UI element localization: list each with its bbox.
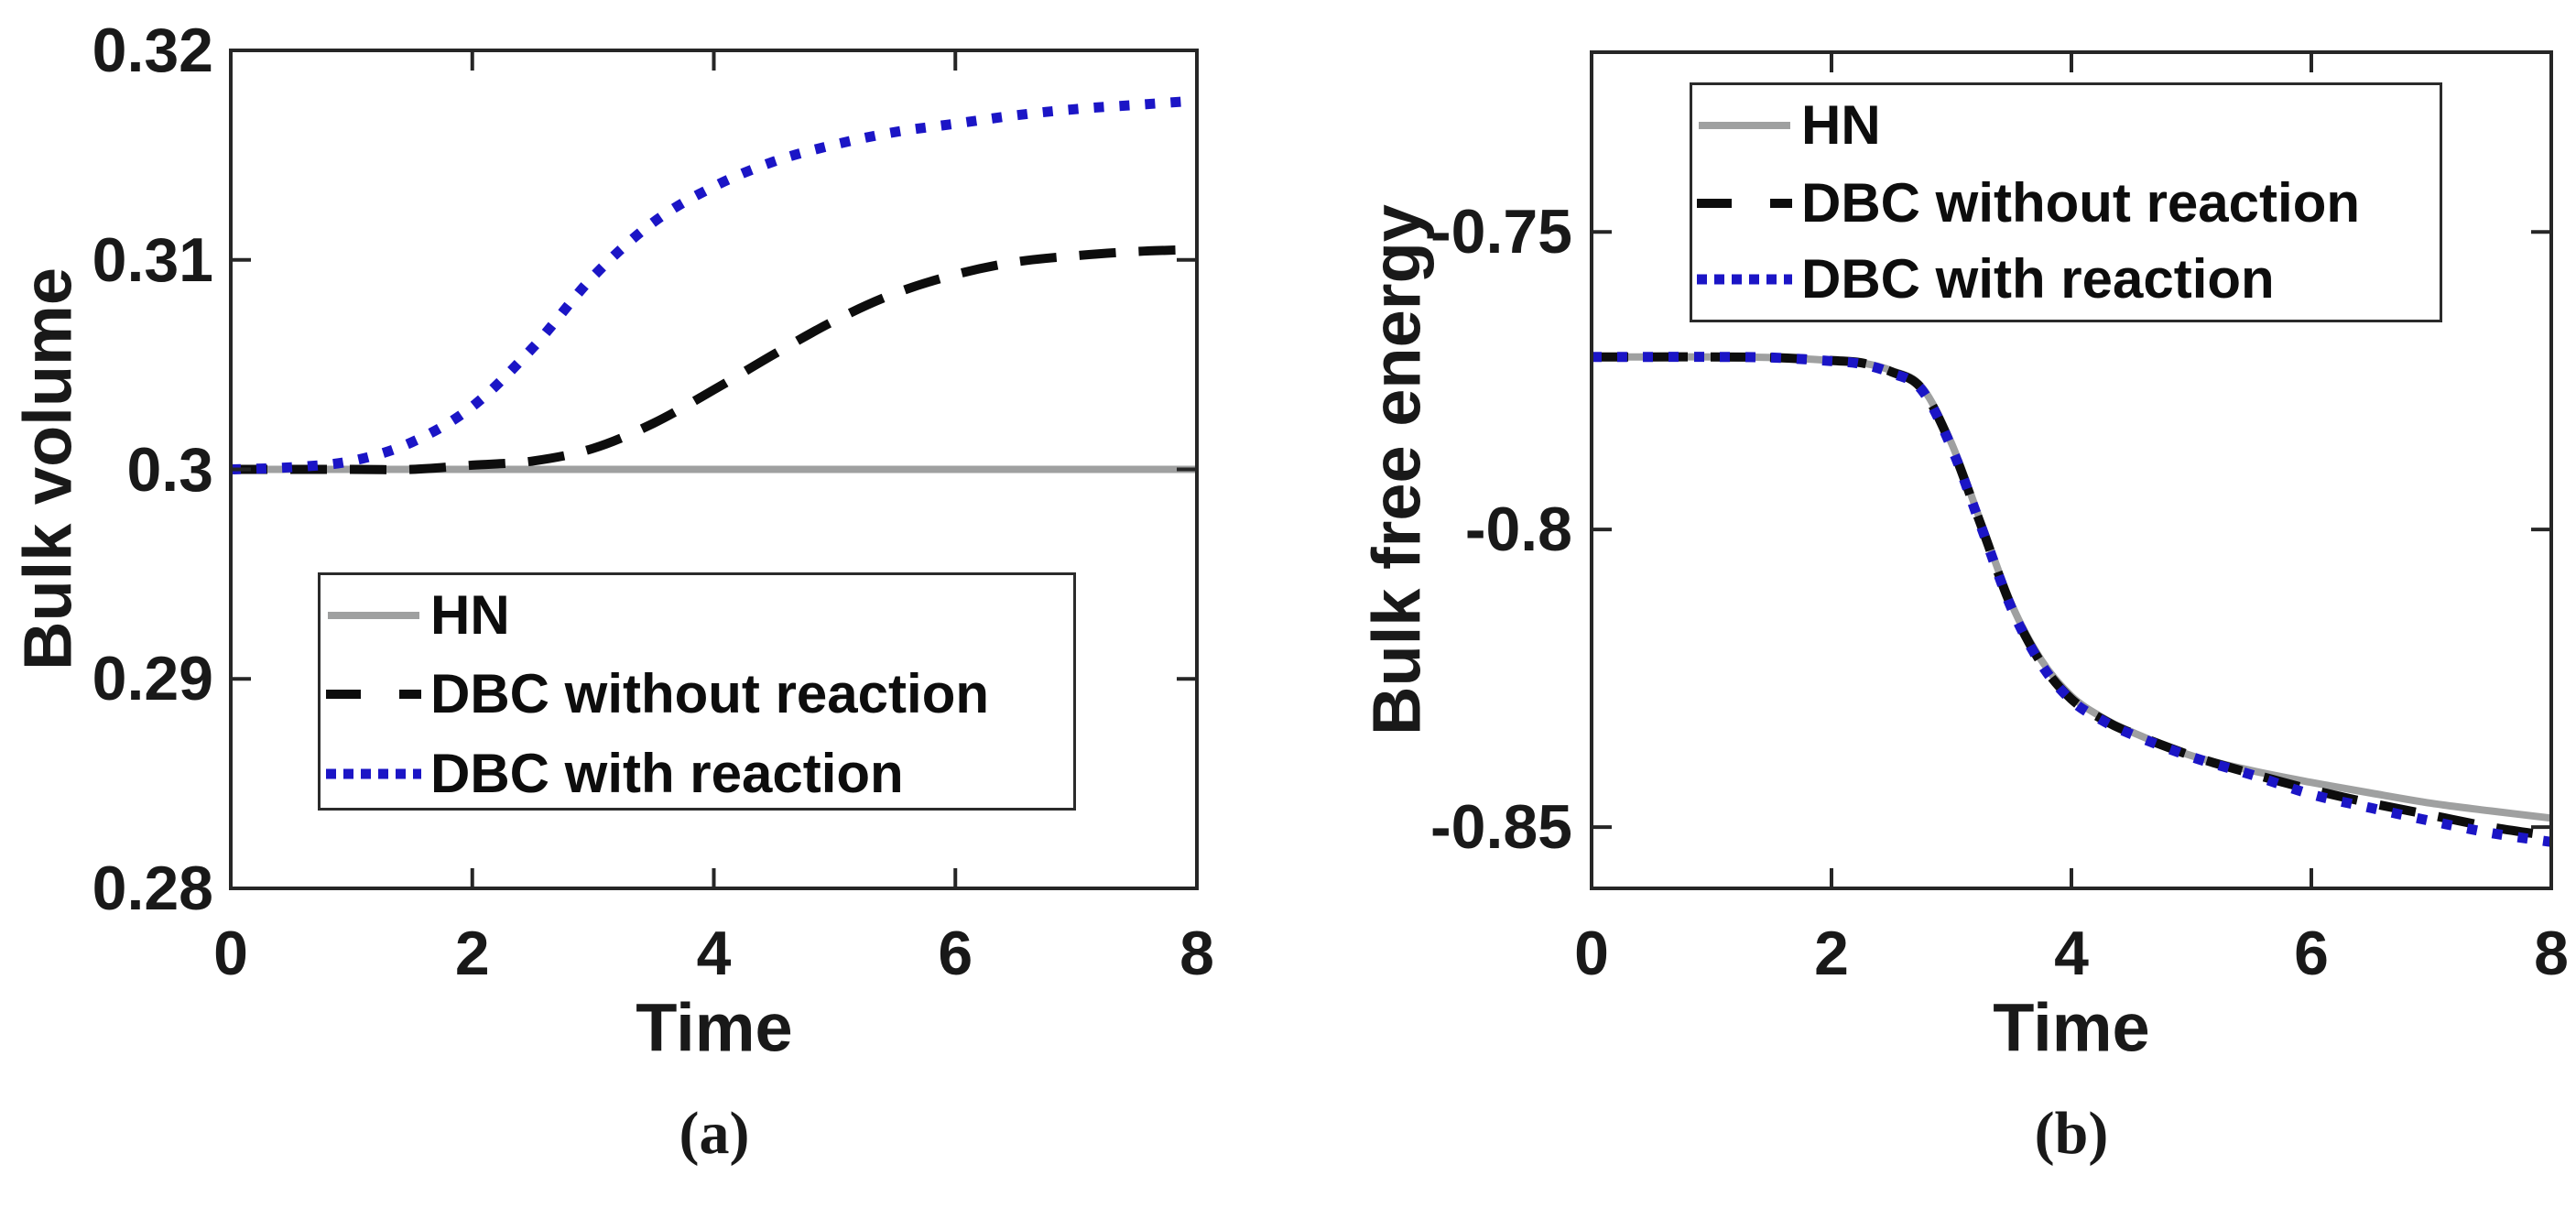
plot-area-b [1592, 352, 2552, 847]
legend-label: DBC with reaction [430, 743, 904, 804]
legend-label: DBC with reaction [1801, 248, 2275, 310]
legend-line-sample-dotted-icon [326, 768, 421, 779]
curve-b-dbc-with-reaction [1592, 352, 2552, 847]
x-tick-label: 4 [696, 919, 732, 988]
x-tick-label: 0 [213, 919, 248, 988]
y-tick-label: 0.29 [92, 644, 213, 714]
legend-item: DBC without reaction [1697, 175, 2360, 232]
y-tick-label: 0.32 [92, 16, 213, 85]
y-tick-label: 0.28 [92, 854, 213, 923]
x-tick-label: 6 [938, 919, 973, 988]
legend-label: HN [1801, 94, 1881, 156]
x-tick-label: 0 [1574, 919, 1609, 988]
curve-b-dbc-without-reaction [1592, 352, 2552, 841]
y-tick-label: -0.8 [1464, 495, 1572, 565]
plot-area-a [230, 95, 1198, 474]
y-tick-label: 0.31 [92, 224, 213, 295]
legend-item: HN [326, 587, 510, 644]
legend-item: DBC without reaction [326, 666, 989, 723]
x-tick-label: 2 [454, 919, 490, 988]
legend-line-sample-solid-icon [1699, 122, 1790, 129]
legend-item: HN [1697, 97, 1881, 154]
x-tick-label: 2 [1814, 919, 1849, 988]
legend-line-sample-dashed-icon [1697, 199, 1792, 208]
y-tick-label: -0.75 [1430, 197, 1572, 267]
x-axis-title: Time [1993, 989, 2150, 1066]
legend-line-sample-dotted-icon [1697, 274, 1792, 285]
panel-label-a: (a) [679, 1100, 750, 1167]
y-axis-title: Bulk volume [9, 267, 86, 670]
legend-line-sample-dashed-icon [326, 690, 421, 699]
y-axis-title: Bulk free energy [1358, 204, 1435, 735]
curve-a-dbc-without-reaction [230, 245, 1198, 474]
legend-item: DBC with reaction [1697, 251, 2275, 308]
legend-label: HN [430, 584, 510, 646]
x-tick-label: 6 [2294, 919, 2329, 988]
x-tick-label: 8 [2534, 919, 2569, 988]
curve-a-dbc-with-reaction [230, 95, 1198, 474]
y-tick-label: 0.3 [126, 434, 213, 505]
legend-item: DBC with reaction [326, 745, 904, 802]
legend-b [1690, 82, 2442, 322]
panel-label-b: (b) [2034, 1100, 2109, 1167]
x-tick-label: 4 [2054, 919, 2089, 988]
x-tick-label: 8 [1179, 919, 1214, 988]
curve-b-hn [1592, 353, 2552, 822]
x-axis-title: Time [636, 989, 793, 1066]
legend-label: DBC without reaction [430, 663, 989, 724]
legend-label: DBC without reaction [1801, 172, 2360, 234]
legend-line-sample-solid-icon [328, 612, 419, 619]
y-tick-label: -0.85 [1430, 792, 1572, 863]
legend-a [318, 572, 1076, 811]
